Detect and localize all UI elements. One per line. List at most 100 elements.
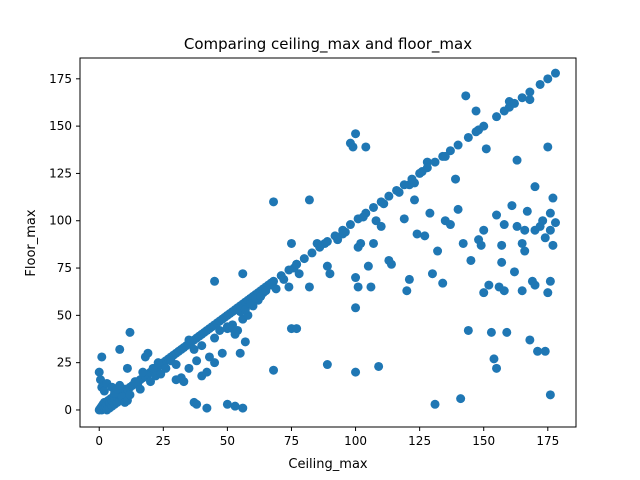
- scatter-point: [325, 269, 335, 279]
- scatter-point: [412, 229, 422, 239]
- scatter-point: [530, 280, 540, 290]
- scatter-point: [294, 269, 304, 279]
- scatter-point: [115, 344, 125, 354]
- scatter-point: [356, 238, 366, 248]
- chart-title: Comparing ceiling_max and floor_max: [184, 35, 472, 54]
- scatter-point: [171, 360, 181, 370]
- y-tick-label: 0: [64, 403, 72, 417]
- scatter-point: [404, 274, 414, 284]
- scatter-point: [138, 367, 148, 377]
- scatter-point: [479, 225, 489, 235]
- scatter-point: [135, 384, 145, 394]
- scatter-point: [502, 327, 512, 337]
- scatter-point: [192, 399, 202, 409]
- x-tick-label: 50: [220, 434, 235, 448]
- scatter-point: [456, 394, 466, 404]
- scatter-point: [433, 246, 443, 256]
- scatter-point: [361, 142, 371, 152]
- scatter-point: [125, 390, 135, 400]
- plot-frame: [79, 57, 577, 428]
- scatter-point: [517, 238, 527, 248]
- scatter-point: [422, 163, 432, 173]
- scatter-point: [322, 237, 332, 247]
- scatter-point: [363, 261, 373, 271]
- scatter-point: [307, 248, 317, 258]
- scatter-point: [520, 225, 530, 235]
- scatter-point: [161, 363, 171, 373]
- scatter-point: [543, 142, 553, 152]
- scatter-points: [94, 68, 560, 415]
- scatter-point: [461, 91, 471, 101]
- x-tick-label: 175: [536, 434, 559, 448]
- scatter-point: [530, 182, 540, 192]
- scatter-point: [179, 377, 189, 387]
- scatter-point: [222, 399, 232, 409]
- scatter-point: [322, 261, 332, 271]
- scatter-point: [125, 327, 135, 337]
- scatter-point: [394, 187, 404, 197]
- scatter-point: [451, 174, 461, 184]
- scatter-point: [143, 348, 153, 358]
- scatter-point: [507, 201, 517, 211]
- scatter-point: [545, 276, 555, 286]
- scatter-point: [284, 265, 294, 275]
- scatter-point: [97, 352, 107, 362]
- x-tick-label: 100: [344, 434, 367, 448]
- scatter-point: [525, 95, 535, 105]
- scatter-point: [292, 259, 302, 269]
- y-tick-label: 150: [49, 119, 72, 133]
- scatter-point: [284, 282, 294, 292]
- scatter-point: [210, 276, 220, 286]
- scatter-point: [122, 363, 132, 373]
- scatter-point: [235, 348, 245, 358]
- scatter-point: [458, 238, 468, 248]
- scatter-point: [269, 365, 279, 375]
- scatter-point: [540, 233, 550, 243]
- scatter-point: [453, 204, 463, 214]
- scatter-point: [204, 352, 214, 362]
- scatter-point: [492, 210, 502, 220]
- scatter-point: [184, 363, 194, 373]
- scatter-point: [304, 195, 314, 205]
- scatter-point: [525, 335, 535, 345]
- scatter-point: [292, 324, 302, 334]
- scatter-point: [509, 98, 519, 108]
- scatter-point: [304, 282, 314, 292]
- scatter-point: [366, 282, 376, 292]
- scatter-point: [202, 367, 212, 377]
- scatter-point: [420, 231, 430, 241]
- x-tick-label: 25: [156, 434, 171, 448]
- scatter-point: [215, 325, 225, 335]
- scatter-point: [517, 93, 527, 103]
- x-tick-label: 75: [284, 434, 299, 448]
- scatter-point: [333, 235, 343, 245]
- scatter-point: [481, 144, 491, 154]
- scatter-point: [479, 121, 489, 131]
- scatter-point: [430, 157, 440, 167]
- scatter-point: [217, 348, 227, 358]
- scatter-point: [415, 168, 425, 178]
- scatter-point: [399, 214, 409, 224]
- scatter-point: [440, 151, 450, 161]
- scatter-point: [453, 140, 463, 150]
- scatter-point: [509, 267, 519, 277]
- scatter-point: [369, 202, 378, 212]
- scatter-point: [171, 375, 181, 385]
- scatter-point: [386, 259, 396, 269]
- scatter-point: [471, 106, 481, 116]
- y-tick-label: 175: [49, 72, 72, 86]
- scatter-point: [402, 286, 412, 296]
- scatter-point: [189, 344, 199, 354]
- scatter-point: [525, 87, 535, 97]
- scatter-point: [499, 106, 509, 116]
- scatter-point: [545, 225, 555, 235]
- scatter-point: [230, 329, 240, 339]
- scatter-point: [399, 180, 409, 190]
- scatter-point: [520, 246, 530, 256]
- scatter-point: [351, 367, 361, 377]
- scatter-point: [445, 220, 455, 230]
- scatter-point: [197, 341, 207, 351]
- x-tick-label: 0: [95, 434, 103, 448]
- scatter-point: [376, 221, 386, 231]
